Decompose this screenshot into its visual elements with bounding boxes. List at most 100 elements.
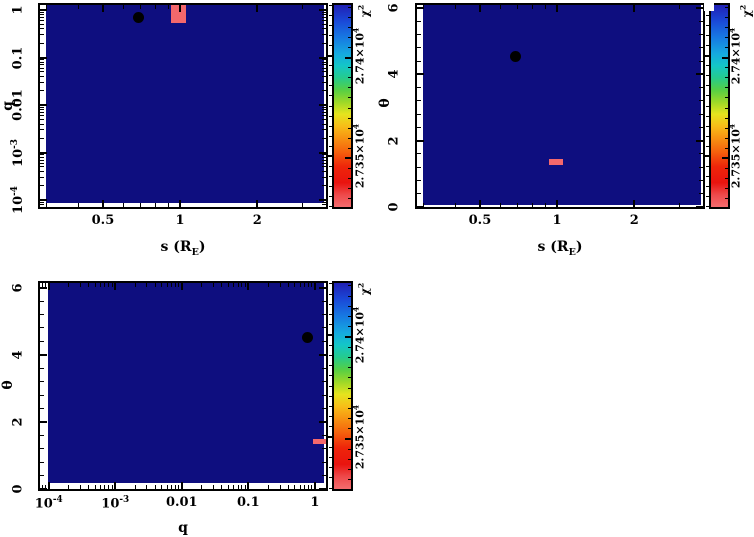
colorbar-tick (329, 95, 332, 97)
colorbar-tick (725, 77, 728, 79)
axis-tick (322, 115, 326, 117)
colorbar-tick (345, 56, 351, 59)
axis-tick (161, 283, 163, 287)
axis-tick (322, 16, 326, 18)
axis-tick (40, 407, 44, 409)
colorbar-tick (348, 469, 351, 471)
colorbar-tick (329, 385, 332, 387)
axis-tick (299, 283, 301, 287)
colorbar-tick (703, 155, 709, 158)
axis-tick (167, 5, 169, 9)
axis-tick (40, 75, 44, 77)
axis-tick (322, 59, 326, 61)
axis-tick (319, 420, 326, 423)
axis-tick (40, 14, 44, 16)
axis-tick (294, 283, 296, 287)
axis-tick (104, 283, 106, 287)
axis-tick (111, 485, 113, 489)
axis-tick (247, 283, 250, 290)
axis-tick (422, 203, 424, 207)
axis-tick (139, 5, 141, 9)
axis-tick (40, 151, 47, 154)
axis-tick (122, 203, 124, 207)
axis-tick (322, 475, 326, 477)
axis-tick (699, 47, 703, 49)
colorbar-tick (348, 387, 351, 389)
axis-tick (322, 154, 326, 156)
axis-tick (227, 283, 229, 287)
colorbar-tick (725, 187, 728, 189)
colorbar-tick (329, 25, 332, 27)
axis-tick (516, 5, 518, 9)
colorbar-tick (725, 67, 728, 69)
colorbar-tick (329, 365, 332, 367)
colorbar-tick (348, 7, 351, 9)
axis-tick (180, 482, 183, 489)
x-tick-label: 2 (252, 213, 262, 228)
axis-tick (227, 485, 229, 489)
axis-tick (267, 485, 269, 489)
axis-tick (40, 81, 44, 83)
axis-tick (319, 151, 326, 154)
colorbar-tick (348, 285, 351, 287)
colorbar-tick (329, 405, 332, 407)
colorbar-tick (703, 54, 709, 57)
axis-tick (221, 283, 223, 287)
colorbar-tick (348, 37, 351, 39)
axis-tick (40, 156, 44, 158)
axis-tick (94, 485, 96, 489)
axis-tick (699, 126, 703, 128)
axis-tick (99, 283, 101, 287)
colorbar-tick (329, 115, 332, 117)
colorbar-tick (706, 25, 709, 27)
axis-tick (201, 485, 203, 489)
low-chi2-region (170, 5, 186, 23)
axis-tick (247, 482, 250, 489)
axis-tick (233, 485, 235, 489)
colorbar-tick (706, 135, 709, 137)
colorbar-tick (348, 167, 351, 169)
axis-tick (40, 314, 44, 316)
axis-tick (122, 5, 124, 9)
axis-tick (40, 118, 44, 120)
axis-tick (279, 283, 281, 287)
axis-tick (322, 162, 326, 164)
colorbar-tick (706, 195, 709, 197)
axis-tick (88, 485, 90, 489)
colorbar-tick (329, 125, 332, 127)
axis-tick (322, 61, 326, 63)
axis-tick (40, 115, 44, 117)
axis-tick (99, 485, 101, 489)
axis-tick (40, 19, 44, 21)
axis-tick (79, 283, 81, 287)
axis-tick (45, 203, 47, 207)
axis-tick (40, 367, 44, 369)
axis-tick (45, 485, 47, 489)
axis-tick (40, 353, 47, 356)
colorbar-top-notch (704, 0, 714, 11)
axis-tick (417, 193, 421, 195)
colorbar-tick (329, 5, 332, 7)
x-axis-title: s (RE) (160, 239, 206, 258)
axis-tick (68, 283, 70, 287)
colorbar-tick (725, 87, 728, 89)
axis-tick (633, 5, 636, 12)
y-tick-label: 2 (10, 417, 26, 427)
axis-tick (174, 485, 176, 489)
axis-tick (699, 193, 703, 195)
axis-tick (114, 482, 117, 489)
axis-tick (88, 283, 90, 287)
colorbar-tick (725, 147, 728, 149)
axis-tick (294, 485, 296, 489)
axis-tick (154, 5, 156, 9)
axis-tick (41, 485, 43, 489)
colorbar-tick (348, 107, 351, 109)
x-tick-label: 1 (175, 213, 185, 228)
axis-tick (41, 283, 43, 287)
axis-tick (108, 283, 110, 287)
colorbar-tick (329, 375, 332, 377)
axis-tick (68, 485, 70, 489)
axis-tick (213, 283, 215, 287)
